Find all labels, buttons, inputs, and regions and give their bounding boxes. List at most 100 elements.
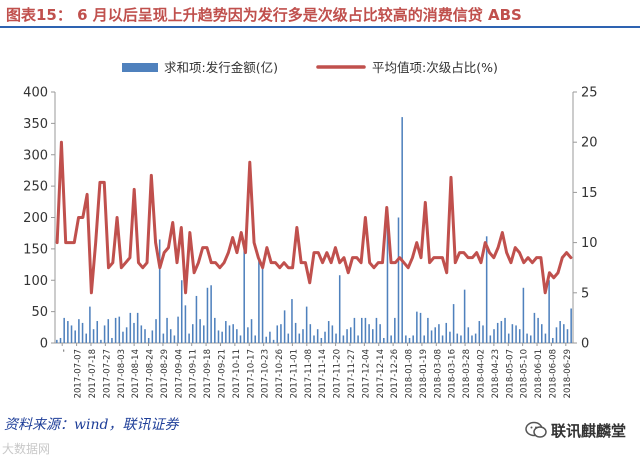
bar xyxy=(203,325,205,343)
bar xyxy=(217,330,220,343)
bar xyxy=(313,335,315,343)
bar xyxy=(541,324,543,343)
bar xyxy=(416,311,418,344)
x-tick-label: 2017-09-18 xyxy=(203,349,213,398)
title-underline xyxy=(0,26,640,28)
x-tick-label: 2017-08-24 xyxy=(146,349,156,398)
bar xyxy=(471,335,473,343)
series-line xyxy=(55,140,573,295)
y-right-tick-label: 15 xyxy=(581,186,598,201)
bar xyxy=(298,333,301,343)
bar xyxy=(280,324,282,343)
bar xyxy=(147,337,150,343)
x-tick-label: 2017-07-07 xyxy=(74,349,84,398)
x-tick-label: 2018-03-28 xyxy=(462,349,472,398)
x-tick-label: 2018-06-01 xyxy=(534,349,544,398)
x-tick-label: 2017-09-04 xyxy=(174,349,184,398)
bar xyxy=(188,333,190,343)
x-tick-label: 2018-04-23 xyxy=(491,349,501,398)
bar xyxy=(100,339,102,343)
bar xyxy=(199,319,201,343)
bar xyxy=(85,333,87,343)
bar xyxy=(434,327,436,343)
bar xyxy=(169,329,172,343)
y-left-tick-label: 100 xyxy=(23,274,48,289)
bar xyxy=(103,325,106,343)
bar xyxy=(247,327,249,343)
wechat-icon xyxy=(525,421,547,443)
bar xyxy=(372,329,374,343)
bar xyxy=(180,280,183,343)
bar xyxy=(162,333,165,343)
bar xyxy=(89,306,91,343)
bar xyxy=(390,335,392,343)
bar xyxy=(548,280,550,343)
bar xyxy=(353,317,356,343)
x-tick-label: 2017-07-27 xyxy=(102,349,112,398)
x-tick-label: 2017-11-14 xyxy=(318,349,328,398)
bar xyxy=(287,333,290,343)
bar xyxy=(158,239,161,343)
bar xyxy=(419,312,422,343)
legend-label-line: 平均值项:次级占比(%) xyxy=(372,60,498,75)
x-tick-label: 2017-10-26 xyxy=(275,349,285,398)
bar xyxy=(63,317,65,343)
x-tick-label: 2018-06-08 xyxy=(548,349,558,398)
bar xyxy=(232,324,234,343)
y-right-tick-label: 10 xyxy=(581,236,598,251)
y-left-tick-label: 50 xyxy=(31,305,48,320)
bar xyxy=(563,324,565,343)
bar xyxy=(184,305,187,343)
bar xyxy=(214,317,216,343)
watermark-right-label: 联讯麒麟堂 xyxy=(550,422,626,440)
x-tick-label: 2017-08-29 xyxy=(160,349,170,398)
x-tick-label: 2017-12-14 xyxy=(376,349,386,398)
x-tick-label: 2018-03-16 xyxy=(448,349,458,398)
bar xyxy=(305,306,308,343)
y-left-tick-label: 350 xyxy=(23,117,48,132)
bar xyxy=(283,310,286,343)
x-tick-label: 2017-09-21 xyxy=(217,349,227,398)
bar xyxy=(191,324,194,343)
y-left-tick-label: 150 xyxy=(23,242,48,257)
bar xyxy=(206,287,209,343)
bar xyxy=(67,321,69,343)
bar xyxy=(342,335,345,343)
bar xyxy=(316,329,319,343)
watermark-right: 联讯麒麟堂 xyxy=(525,420,626,443)
x-tick-label: 2017-12-26 xyxy=(390,349,400,398)
x-tick-label: 2017-11-01 xyxy=(289,349,299,398)
bar xyxy=(368,324,370,343)
bar xyxy=(125,327,128,343)
chart-title: 图表15： 6 月以后呈现上升趋势因为发行多是次级占比较高的消费信贷 ABS xyxy=(6,6,522,24)
bar xyxy=(441,335,444,343)
bar xyxy=(276,325,279,343)
bar xyxy=(155,319,157,343)
x-tick-label: 2017-10-17 xyxy=(246,349,256,398)
bar xyxy=(96,321,99,343)
bar xyxy=(383,337,385,343)
bar xyxy=(327,321,330,343)
x-tick-label: 2018-01-19 xyxy=(419,349,429,398)
bar xyxy=(357,335,359,343)
x-tick-label: - xyxy=(59,349,69,352)
bar xyxy=(265,336,268,343)
legend-swatch-bar xyxy=(122,63,158,72)
bar xyxy=(566,329,569,343)
bar xyxy=(335,333,337,343)
bar xyxy=(401,117,403,343)
x-tick-label: 2018-05-10 xyxy=(520,349,530,398)
x-tick-label: 2017-11-27 xyxy=(347,349,357,398)
bar xyxy=(243,248,245,344)
bar xyxy=(386,217,389,343)
bar xyxy=(375,317,378,343)
bar xyxy=(346,329,348,343)
bar xyxy=(177,316,179,343)
bar xyxy=(111,337,113,343)
bar xyxy=(140,325,143,343)
bar xyxy=(507,333,510,343)
bar xyxy=(456,333,459,343)
bar xyxy=(122,331,124,343)
bar xyxy=(338,275,341,343)
bar xyxy=(236,329,238,343)
